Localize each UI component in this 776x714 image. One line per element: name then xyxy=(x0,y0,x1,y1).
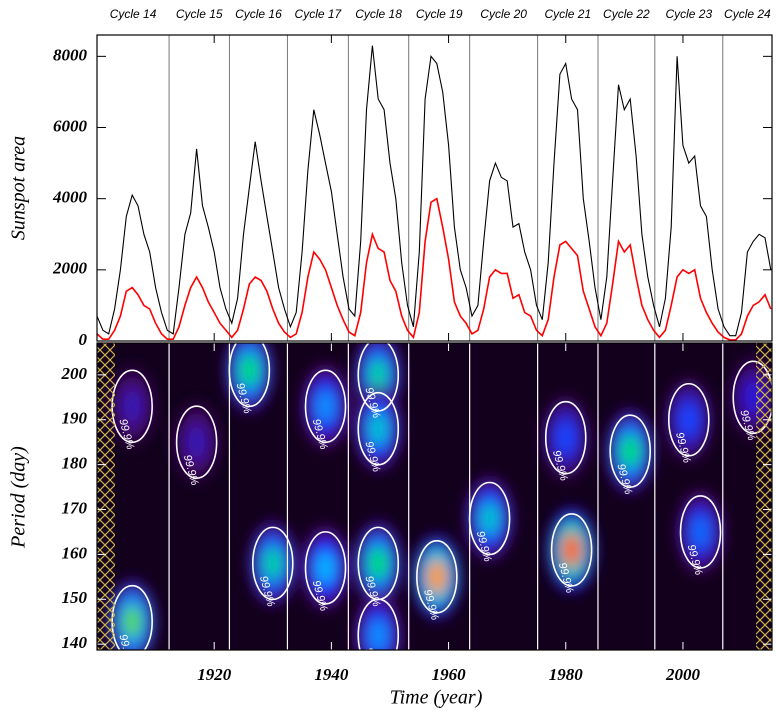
plot-frame xyxy=(96,34,773,342)
x-tick-label: 2000 xyxy=(665,665,701,684)
power-blob xyxy=(108,364,157,449)
power-blob xyxy=(547,507,596,592)
x-tick-label: 1980 xyxy=(549,665,584,684)
cycle-label: Cycle 21 xyxy=(544,7,591,21)
cycle-label: Cycle 24 xyxy=(724,7,771,21)
y-tick-label: 6000 xyxy=(53,116,88,135)
contour xyxy=(357,391,400,466)
power-field xyxy=(108,343,772,650)
y-tick-label: 140 xyxy=(62,633,88,652)
power-blob xyxy=(354,521,403,606)
contour xyxy=(679,495,722,569)
power-level xyxy=(122,389,142,424)
power-blob xyxy=(108,579,157,650)
cycle-label: Cycle 15 xyxy=(176,7,223,21)
cycle-label: Cycle 17 xyxy=(295,7,343,21)
y-tick-label: 190 xyxy=(62,409,88,428)
power-level xyxy=(239,353,259,388)
cycle-label: Cycle 14 xyxy=(110,7,157,21)
cycle-label: Cycle 19 xyxy=(416,7,463,21)
contour xyxy=(609,414,652,488)
power-blob xyxy=(664,377,713,462)
contour xyxy=(357,343,400,412)
cone-of-influence xyxy=(97,343,115,650)
contour xyxy=(175,405,218,479)
contour xyxy=(304,369,347,444)
y-tick-label: 170 xyxy=(62,498,88,517)
power-blob xyxy=(606,409,655,494)
plot-frame xyxy=(96,342,773,651)
x-tick-label: 1960 xyxy=(432,665,467,684)
cycle-label: Cycle 18 xyxy=(355,7,402,21)
power-level xyxy=(556,420,576,455)
y-tick-label: 0 xyxy=(79,330,88,349)
y-tick-label: 160 xyxy=(62,543,88,562)
cycle-label: Cycle 20 xyxy=(480,7,527,21)
x-tick-label: 1940 xyxy=(314,665,349,684)
power-blob xyxy=(354,386,403,471)
power-level xyxy=(368,546,388,581)
contour xyxy=(732,360,772,435)
power-blob xyxy=(301,525,350,610)
contour xyxy=(416,540,458,614)
power-blob xyxy=(301,364,350,449)
power-level xyxy=(187,425,207,459)
y-tick-label: 180 xyxy=(62,454,88,473)
contour xyxy=(251,526,294,601)
power-level xyxy=(315,551,336,585)
series-line xyxy=(97,197,772,341)
power-level xyxy=(368,618,388,650)
power-level xyxy=(479,501,500,536)
contour xyxy=(304,531,347,605)
power-level xyxy=(315,389,336,424)
power-blob xyxy=(172,400,221,485)
y-tick-label: 2000 xyxy=(52,259,88,278)
plot-area xyxy=(97,35,772,341)
power-level xyxy=(679,402,699,437)
plot-area: 99.9%99.9%99.9%99.9%99.9% 99.9%99.9%99.9%… xyxy=(97,343,772,680)
contour xyxy=(667,382,710,457)
y-tick-label: 4000 xyxy=(52,188,88,207)
contour xyxy=(357,598,400,650)
power-level xyxy=(368,358,388,392)
power-level xyxy=(620,434,640,468)
x-tick-label: 1920 xyxy=(197,665,232,684)
power-blob xyxy=(541,395,590,480)
power-level xyxy=(690,515,711,549)
power-level xyxy=(427,560,447,594)
power-blob xyxy=(465,476,514,561)
y-tick-label: 8000 xyxy=(53,45,88,64)
cone-of-influence xyxy=(756,343,772,650)
power-level xyxy=(122,604,142,639)
power-level xyxy=(368,411,388,446)
cycle-label: Cycle 23 xyxy=(665,7,712,21)
power-blob xyxy=(676,489,725,574)
series-line xyxy=(97,45,772,337)
x-axis-label: Time (year) xyxy=(390,687,483,709)
y-axis-label: Sunspot area xyxy=(8,136,30,240)
contour xyxy=(550,513,593,587)
y-tick-label: 200 xyxy=(61,364,88,383)
cycle-label: Cycle 16 xyxy=(235,7,282,21)
power-blob xyxy=(248,521,297,606)
contour-label: 99.9% xyxy=(363,647,383,680)
cycle-label: Cycle 22 xyxy=(603,7,650,21)
power-level xyxy=(263,546,283,581)
y-tick-label: 150 xyxy=(62,588,88,607)
y-axis-label: Period (day) xyxy=(8,446,30,549)
power-level xyxy=(562,533,582,567)
power-blob xyxy=(225,343,274,413)
power-blob xyxy=(412,534,461,619)
contour xyxy=(544,400,587,475)
